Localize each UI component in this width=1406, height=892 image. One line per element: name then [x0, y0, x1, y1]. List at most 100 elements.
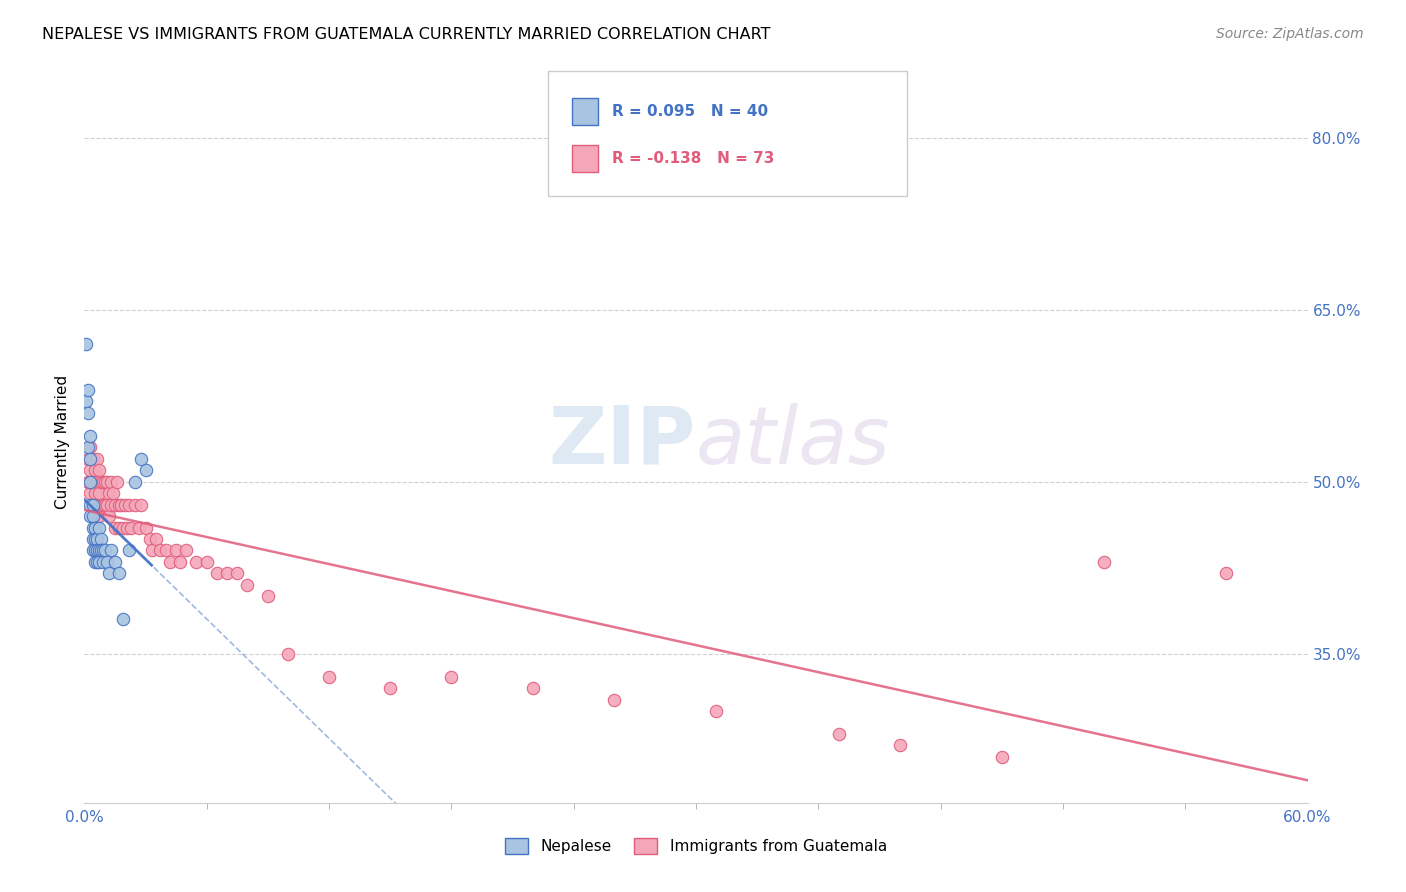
Point: [108, 498, 131, 512]
Y-axis label: Currently Married: Currently Married: [55, 375, 70, 508]
Text: NEPALESE VS IMMIGRANTS FROM GUATEMALA CURRENTLY MARRIED CORRELATION CHART: NEPALESE VS IMMIGRANTS FROM GUATEMALA CU…: [42, 27, 770, 42]
Point: [112, 612, 135, 626]
Point: [77, 406, 100, 420]
Point: [135, 463, 157, 477]
Point: [110, 498, 132, 512]
Point: [100, 498, 122, 512]
Point: [104, 555, 127, 569]
Point: [79, 509, 101, 524]
Point: [828, 727, 851, 741]
Point: [77, 440, 100, 454]
Point: [82, 509, 104, 524]
Point: [131, 451, 153, 466]
Point: [169, 555, 191, 569]
Point: [105, 475, 128, 489]
Point: [77, 383, 100, 397]
Point: [205, 566, 228, 581]
Point: [114, 498, 136, 512]
Point: [145, 532, 167, 546]
Point: [96, 475, 118, 489]
Point: [87, 509, 110, 524]
Point: [100, 543, 122, 558]
Point: [82, 451, 104, 466]
Point: [86, 475, 108, 489]
Point: [79, 463, 101, 477]
Point: [104, 498, 127, 512]
Point: [90, 475, 112, 489]
Point: [257, 590, 280, 604]
Point: [91, 475, 114, 489]
Point: [149, 543, 172, 558]
Point: [112, 520, 135, 534]
Point: [155, 543, 177, 558]
Point: [90, 543, 112, 558]
Point: [603, 692, 626, 706]
Point: [115, 520, 138, 534]
Point: [93, 543, 115, 558]
Point: [86, 498, 108, 512]
Point: [79, 440, 101, 454]
Point: [120, 520, 142, 534]
Point: [90, 532, 112, 546]
Point: [124, 475, 146, 489]
Point: [104, 520, 127, 534]
Point: [75, 394, 97, 409]
Point: [91, 543, 114, 558]
Point: [1092, 555, 1115, 569]
Point: [75, 337, 97, 351]
Point: [83, 543, 105, 558]
Point: [83, 463, 105, 477]
Point: [108, 566, 131, 581]
Point: [97, 509, 120, 524]
Point: [991, 750, 1014, 764]
Point: [82, 498, 104, 512]
Text: atlas: atlas: [696, 402, 891, 481]
Point: [79, 475, 101, 489]
Point: [83, 509, 105, 524]
Point: [522, 681, 544, 695]
Point: [87, 486, 110, 500]
Point: [91, 498, 114, 512]
Point: [82, 498, 104, 512]
Point: [79, 451, 101, 466]
Point: [165, 543, 187, 558]
Point: [83, 486, 105, 500]
Text: Source: ZipAtlas.com: Source: ZipAtlas.com: [1216, 27, 1364, 41]
Text: R = -0.138   N = 73: R = -0.138 N = 73: [612, 152, 773, 166]
Point: [93, 498, 115, 512]
Point: [108, 520, 131, 534]
Point: [82, 532, 104, 546]
Point: [91, 555, 114, 569]
Point: [83, 520, 105, 534]
Point: [79, 486, 101, 500]
Point: [97, 486, 120, 500]
Text: ZIP: ZIP: [548, 402, 696, 481]
Point: [101, 486, 124, 500]
Point: [141, 543, 163, 558]
Point: [79, 429, 101, 443]
Point: [318, 670, 340, 684]
Legend: Nepalese, Immigrants from Guatemala: Nepalese, Immigrants from Guatemala: [499, 832, 893, 860]
Point: [87, 463, 110, 477]
Point: [186, 555, 208, 569]
Point: [277, 647, 299, 661]
Point: [86, 543, 108, 558]
Point: [1215, 566, 1237, 581]
Point: [226, 566, 249, 581]
Point: [96, 555, 118, 569]
Point: [118, 498, 141, 512]
Point: [82, 543, 104, 558]
Point: [97, 566, 120, 581]
Point: [217, 566, 239, 581]
Point: [82, 520, 104, 534]
Point: [889, 739, 911, 753]
Point: [83, 555, 105, 569]
Point: [159, 555, 181, 569]
Point: [86, 532, 108, 546]
Point: [86, 555, 108, 569]
Point: [90, 498, 112, 512]
Point: [77, 451, 100, 466]
Point: [87, 555, 110, 569]
Point: [100, 475, 122, 489]
Point: [128, 520, 150, 534]
